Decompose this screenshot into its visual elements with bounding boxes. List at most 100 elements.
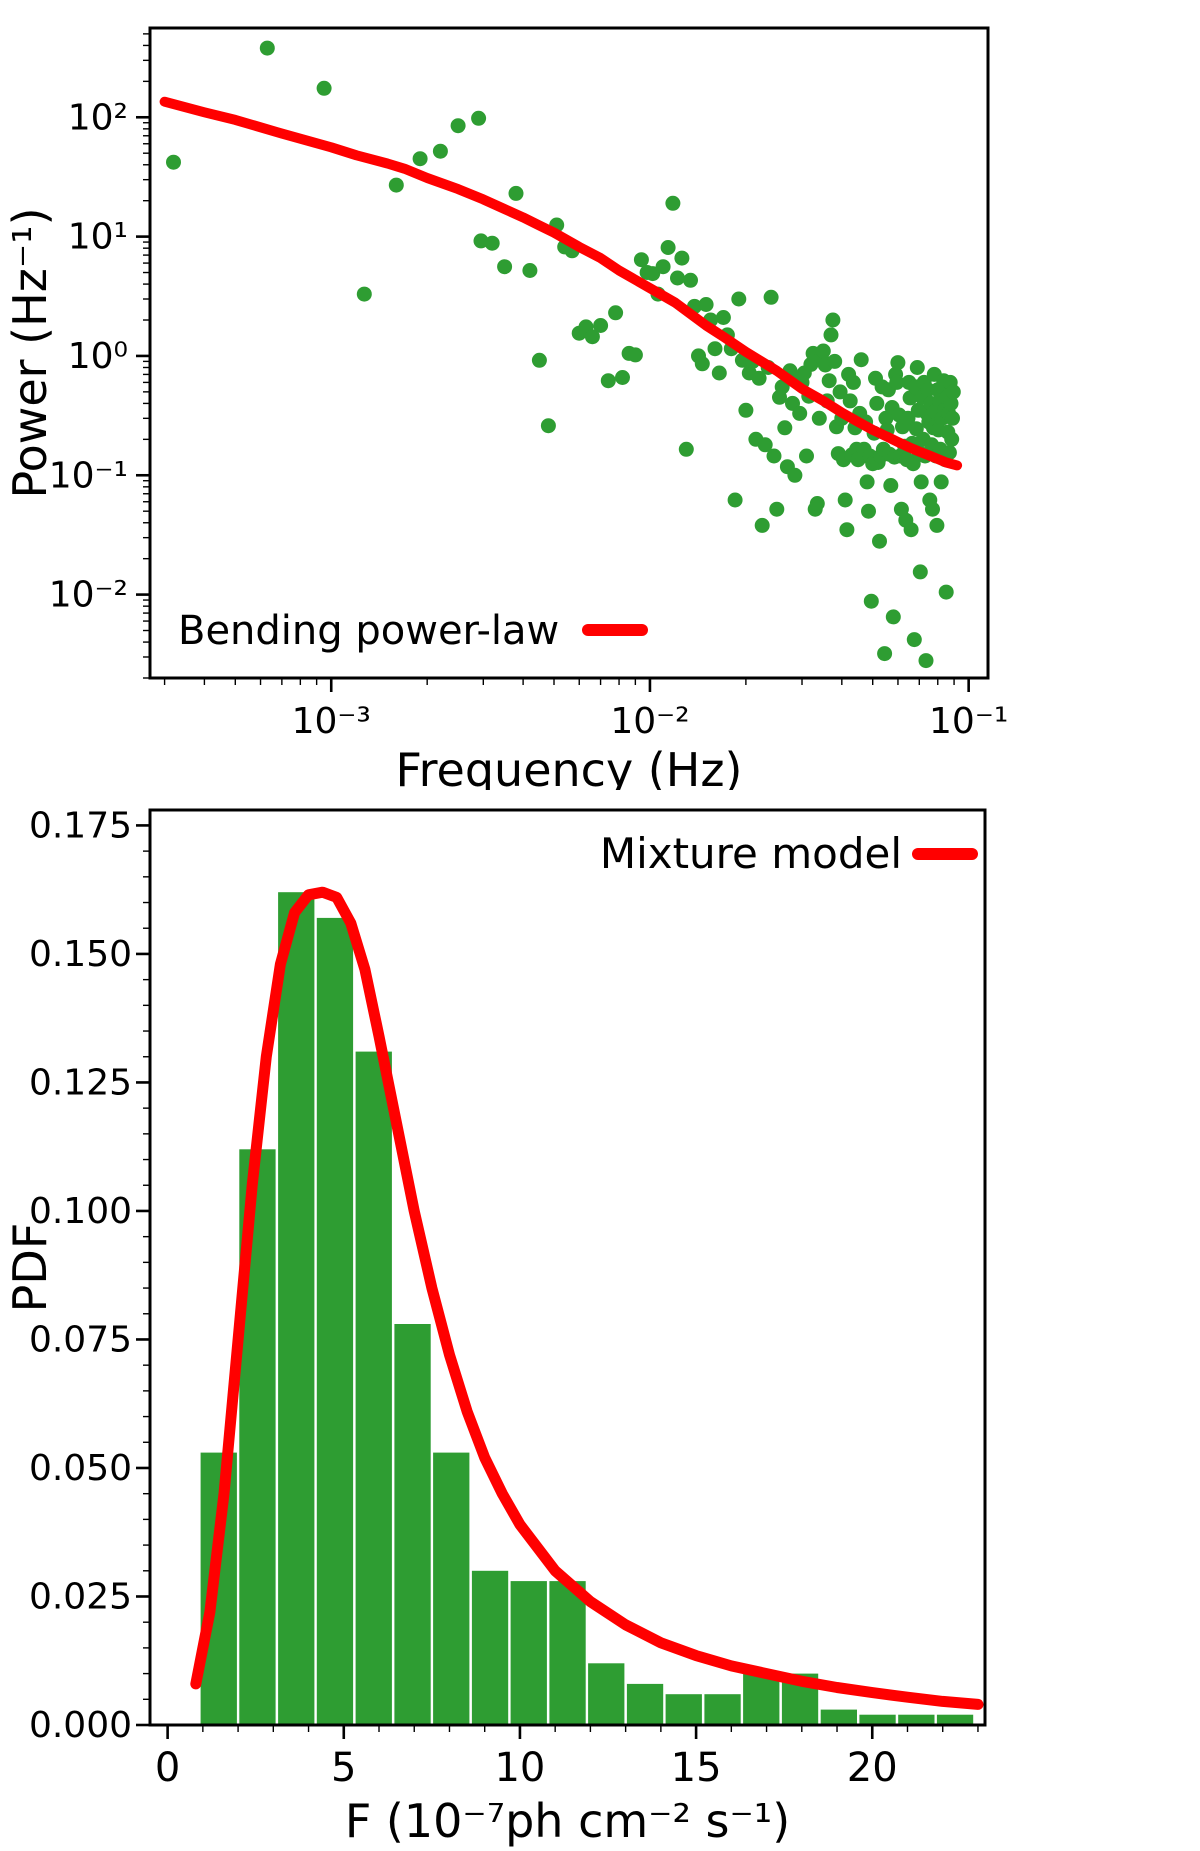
histogram-bar — [820, 1709, 857, 1725]
scatter-point — [356, 286, 372, 302]
scatter-point — [727, 492, 743, 508]
scatter-point — [832, 384, 848, 400]
histogram-bar — [394, 1324, 431, 1725]
scatter-point — [674, 250, 690, 266]
scatter-point — [471, 110, 487, 126]
scatter-point — [711, 365, 727, 381]
histogram-bar — [588, 1663, 625, 1725]
scatter-point — [683, 272, 698, 288]
scatter-point — [823, 327, 839, 343]
scatter-point — [698, 297, 714, 312]
scatter-point — [885, 609, 901, 625]
y-axis-label: PDF — [3, 1223, 57, 1313]
scatter-point — [825, 312, 841, 328]
scatter-point — [863, 593, 879, 609]
scatter-point — [912, 564, 928, 580]
scatter-point — [593, 318, 609, 333]
scatter-point — [615, 370, 630, 385]
scatter-point — [872, 533, 887, 549]
scatter-point — [943, 395, 959, 411]
power-spectrum-chart: 10⁻³ 10⁻² 10⁻¹ 10⁻² 10⁻¹ 10⁰ 10¹ 10² Bending pow… — [3, 26, 1008, 790]
scatter-point — [799, 448, 814, 464]
x-tick-label: 10⁻³ — [292, 701, 371, 742]
scatter-point — [945, 410, 960, 426]
scatter-point — [694, 356, 710, 372]
scatter-point — [738, 402, 754, 418]
histogram-bar — [278, 892, 315, 1725]
x-axis-label: Frequency (Hz) — [396, 743, 743, 790]
scatter-point — [869, 395, 885, 411]
x-tick-label: 10⁻¹ — [929, 701, 1008, 742]
scatter-point — [678, 441, 694, 457]
scatter-point — [766, 448, 782, 464]
histogram-bar — [626, 1683, 664, 1725]
scatter-point — [769, 501, 785, 517]
x-tick-label: 10 — [494, 1745, 545, 1791]
flux-pdf-chart: 0 5 10 15 20 0.000 0.025 0.050 0.075 0.100 0.125 0.… — [3, 805, 987, 1848]
scatter-point — [839, 522, 855, 538]
plot-frame — [148, 808, 987, 1727]
y-tick-label: 0.175 — [29, 805, 132, 846]
scatter-point — [166, 154, 181, 170]
y-tick-label: 0.000 — [29, 1705, 132, 1746]
y-tick-label: 0.075 — [29, 1319, 132, 1360]
y-tick-label: 10⁻² — [49, 575, 128, 616]
scatter-point — [484, 235, 500, 251]
y-axis-label: Power (Hz⁻¹) — [3, 207, 57, 498]
x-axis-label: F (10⁻⁷ph cm⁻² s⁻¹) — [345, 1794, 790, 1848]
histogram-bar — [316, 917, 354, 1725]
histogram-bar — [549, 1581, 586, 1725]
histogram-bar — [743, 1673, 780, 1725]
scatter-point — [757, 437, 773, 453]
x-tick-label: 5 — [331, 1745, 356, 1791]
scatter-point — [777, 420, 793, 436]
x-tick-label: 20 — [847, 1745, 898, 1791]
x-tick-label: 15 — [671, 1745, 722, 1791]
scatter-point — [900, 410, 916, 426]
scatter-point — [388, 177, 404, 193]
scatter-point — [316, 80, 332, 96]
x-tick-label: 10⁻² — [610, 701, 689, 742]
scatter-point — [861, 503, 876, 519]
scatter-point — [608, 305, 624, 321]
scatter-point — [821, 373, 837, 389]
scatter-point — [627, 347, 643, 363]
scatter-point — [909, 360, 925, 375]
scatter-point — [584, 329, 600, 345]
scatter-point — [903, 522, 919, 538]
scatter-point — [929, 517, 945, 533]
scatter-point — [792, 405, 808, 421]
scatter-point — [827, 353, 843, 369]
scatter-point — [845, 374, 861, 390]
scatter-point — [751, 370, 767, 386]
y-tick-label: 10⁻¹ — [49, 455, 128, 496]
histogram-bar — [665, 1694, 702, 1725]
scatter-point — [877, 646, 893, 662]
scatter-point — [811, 410, 827, 426]
scatter-point — [853, 352, 869, 368]
scatter-point — [665, 195, 681, 211]
scatter-point — [842, 393, 858, 409]
histogram-bar — [859, 1714, 896, 1725]
scatter-point — [450, 118, 466, 134]
y-tick-label: 0.025 — [29, 1576, 132, 1617]
y-tick-label: 10² — [68, 97, 128, 138]
scatter-point — [412, 151, 428, 167]
scatter-point — [906, 632, 922, 648]
histogram-bar — [510, 1581, 547, 1725]
scatter-point — [941, 445, 957, 461]
y-tick-label: 0.125 — [29, 1062, 132, 1103]
scatter-point — [259, 40, 275, 56]
y-tick-label: 10⁰ — [68, 336, 128, 377]
scatter-point — [763, 289, 779, 305]
scatter-point — [660, 240, 676, 255]
scatter-point — [508, 185, 524, 201]
scatter-point — [890, 355, 906, 371]
scatter-point — [633, 252, 649, 268]
y-tick-label: 0.050 — [29, 1448, 132, 1489]
scatter-point — [497, 259, 513, 275]
scatter-point — [540, 418, 556, 434]
plot-frame — [148, 26, 990, 680]
scatter-point — [913, 474, 929, 490]
